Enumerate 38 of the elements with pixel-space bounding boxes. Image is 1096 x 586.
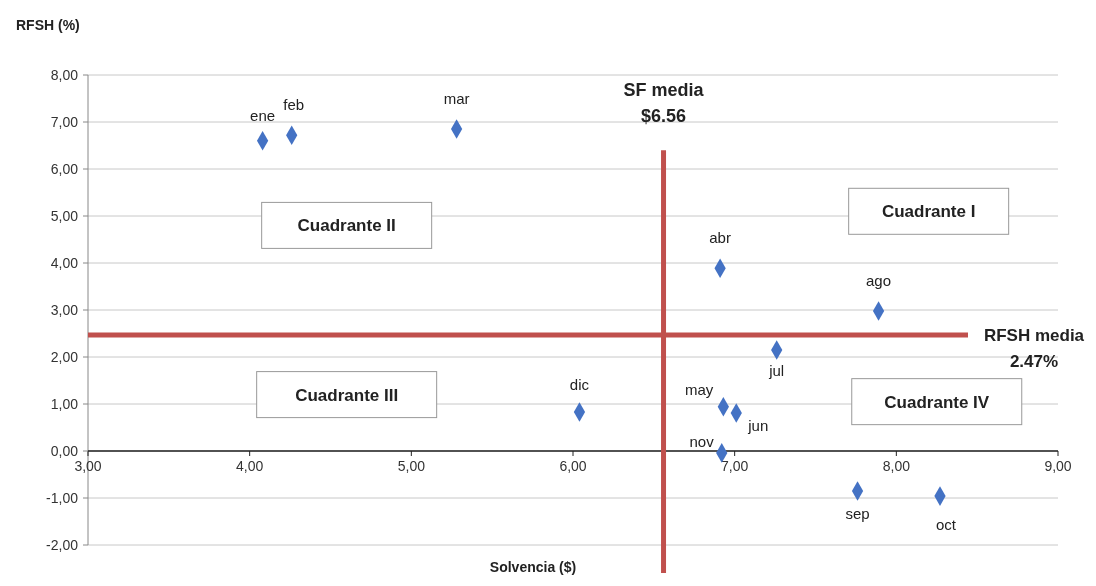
annotation: ago (866, 271, 892, 289)
x-tick-label: 7,00 (721, 458, 749, 474)
x-tick-label: 8,00 (882, 458, 911, 474)
x-tick-label: 5,00 (397, 458, 426, 474)
y-tick-label: 6,00 (50, 161, 79, 177)
annotation: Cuadrante III (295, 385, 399, 405)
ref-line-label: RFSH media 2.47% (983, 325, 1085, 371)
x-tick-label: 9,00 (1044, 458, 1072, 474)
y-tick-label: -2,00 (46, 537, 79, 553)
annotation: nov (689, 432, 715, 450)
annotation: ene (250, 106, 276, 124)
x-tick-label: 6,00 (559, 458, 587, 474)
annotation: mar (443, 90, 470, 108)
y-tick-label: 8,00 (50, 67, 79, 83)
x-tick-label: 4,00 (236, 458, 264, 474)
y-tick-label: 0,00 (50, 443, 79, 459)
y-tick-label: -1,00 (46, 490, 79, 506)
annotation: Cuadrante I (881, 202, 976, 222)
annotation: oct (935, 516, 957, 534)
ref-line-label: SF media $6.56 (623, 80, 705, 126)
x-axis-title: Solvencia ($) (489, 559, 577, 575)
annotation: may (685, 380, 714, 398)
annotation: abr (709, 229, 731, 247)
y-tick-label: 3,00 (50, 302, 79, 318)
annotation: jul (768, 361, 785, 379)
annotation: jun (747, 416, 769, 434)
annotation: Cuadrante II (297, 216, 396, 236)
y-tick-label: 7,00 (50, 114, 79, 130)
x-tick-label: 3,00 (74, 458, 102, 474)
y-tick-label: 5,00 (50, 208, 79, 224)
y-axis-title: RFSH (%) (16, 17, 80, 33)
annotation: Cuadrante IV (884, 392, 990, 412)
y-tick-label: 2,00 (50, 349, 79, 365)
y-tick-label: 1,00 (50, 396, 79, 412)
annotation: sep (845, 504, 870, 522)
annotation: feb (283, 96, 305, 114)
y-tick-label: 4,00 (50, 255, 79, 271)
annotation: dic (569, 375, 590, 393)
